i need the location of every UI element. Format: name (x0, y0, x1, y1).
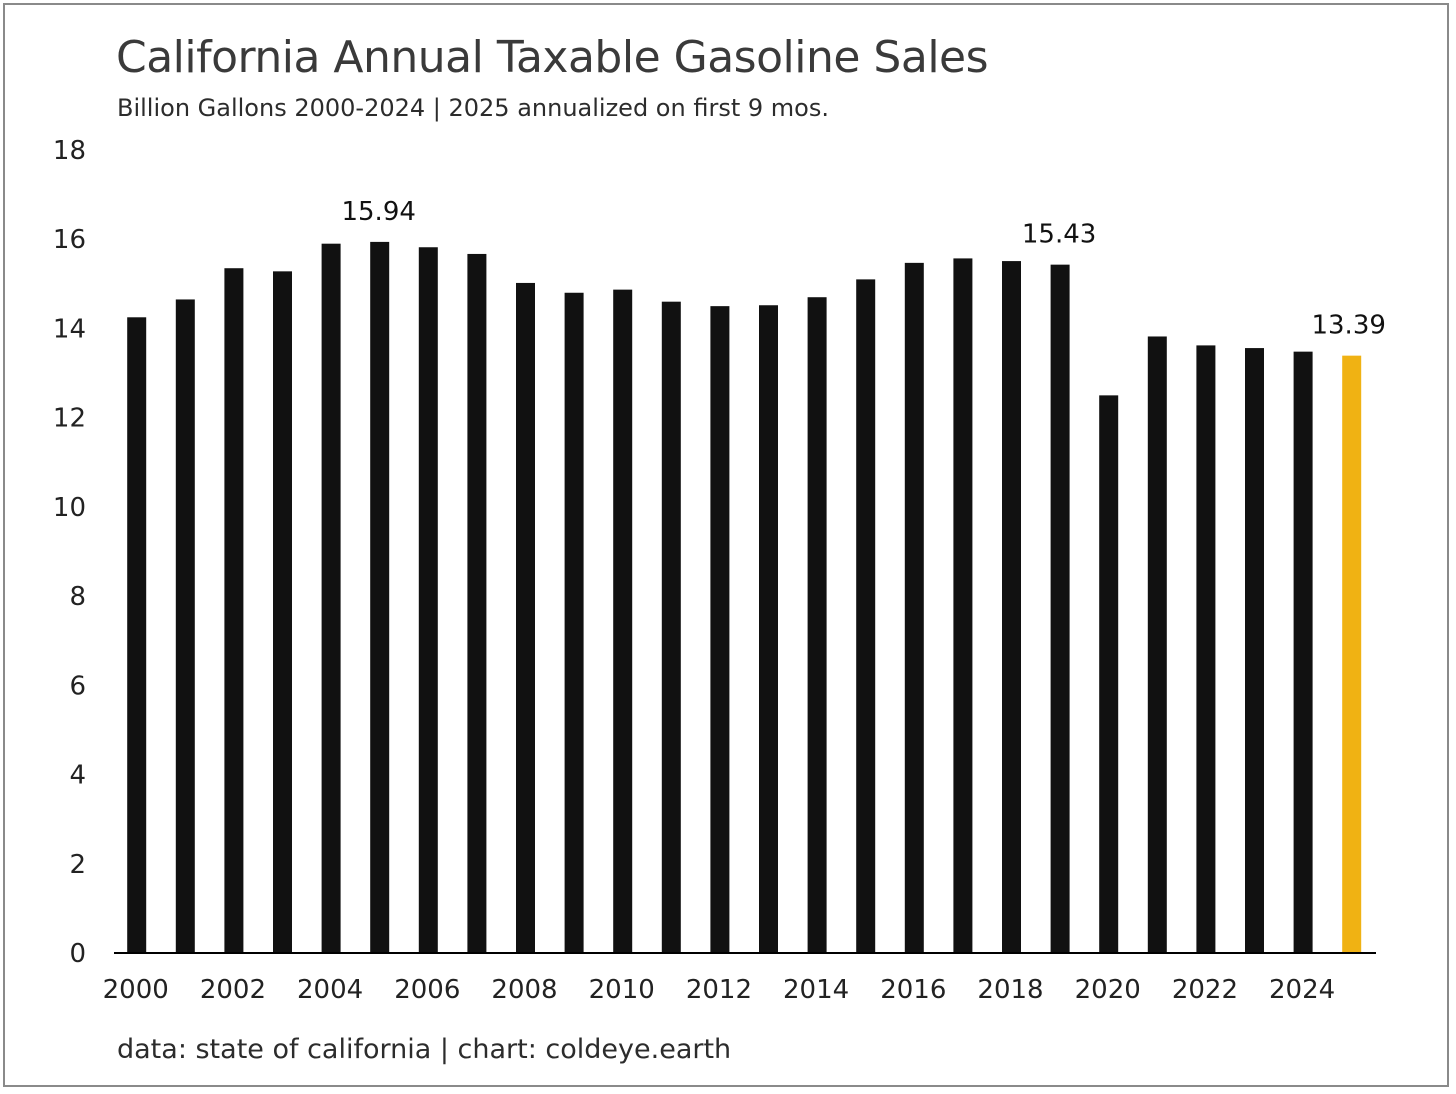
bar-2001 (175, 299, 195, 953)
bar-2016 (904, 262, 924, 954)
y-tick-label: 6 (69, 671, 86, 701)
x-tick-label: 2008 (491, 975, 557, 1005)
bar-2024 (1293, 351, 1313, 953)
x-tick-label: 2010 (589, 975, 655, 1005)
bar-2006 (418, 247, 438, 954)
bar-2015 (856, 279, 876, 954)
chart-source-footer: data: state of california | chart: colde… (117, 1034, 732, 1065)
x-tick-label: 2022 (1172, 975, 1238, 1005)
chart-subtitle: Billion Gallons 2000-2024 | 2025 annuali… (117, 94, 829, 122)
x-tick-label: 2006 (394, 975, 460, 1005)
bar-2003 (273, 271, 292, 953)
y-tick-label: 4 (69, 761, 86, 791)
bar-2021 (1147, 336, 1167, 953)
bar-2007 (467, 253, 487, 953)
bar-2004 (321, 243, 341, 953)
x-tick-label: 2000 (103, 975, 169, 1005)
x-tick-label: 2018 (977, 975, 1043, 1005)
x-tick-label: 2016 (880, 975, 946, 1005)
x-tick-label: 2004 (297, 975, 363, 1005)
bar-2012 (710, 306, 730, 953)
bar-2023 (1245, 348, 1264, 953)
bar-2002 (224, 268, 244, 953)
bar-2018 (1002, 261, 1021, 953)
data-label-2005: 15.94 (341, 197, 415, 227)
data-label-2025: 13.39 (1311, 311, 1385, 341)
bar-2000 (127, 317, 147, 954)
data-label-2019: 15.43 (1022, 220, 1096, 250)
y-tick-label: 14 (53, 314, 86, 344)
bar-2005 (370, 241, 390, 953)
x-tick-label: 2020 (1075, 975, 1141, 1005)
x-tick-label: 2002 (200, 975, 266, 1005)
bar-2010 (613, 289, 633, 953)
bar-2011 (661, 301, 681, 954)
bar-2022 (1196, 345, 1216, 953)
data-labels: 15.94 15.43 13.39 (341, 197, 1385, 341)
bars (127, 241, 1362, 954)
bar-2020 (1099, 395, 1119, 954)
chart-title: California Annual Taxable Gasoline Sales (116, 32, 989, 83)
bar-2017 (953, 258, 973, 953)
bar-2009 (564, 292, 584, 953)
bar-2025 (1342, 355, 1362, 953)
bar-2014 (807, 297, 827, 953)
bar-2019 (1050, 264, 1070, 954)
y-axis-ticks: 0 2 4 6 8 10 12 14 16 18 (53, 136, 86, 969)
y-tick-label: 8 (69, 582, 86, 612)
y-tick-label: 10 (53, 493, 86, 523)
y-tick-label: 2 (69, 850, 86, 880)
y-tick-label: 12 (53, 404, 86, 434)
x-axis-ticks: 2000 2002 2004 2006 2008 2010 2012 2014 2016 2018… (103, 975, 1336, 1005)
y-tick-label: 16 (53, 225, 86, 255)
y-tick-label: 18 (53, 136, 86, 166)
x-tick-label: 2012 (686, 975, 752, 1005)
bar-2013 (759, 305, 778, 953)
bar-2008 (516, 282, 535, 953)
y-tick-label: 0 (69, 939, 86, 969)
x-tick-label: 2024 (1269, 975, 1335, 1005)
x-tick-label: 2014 (783, 975, 849, 1005)
